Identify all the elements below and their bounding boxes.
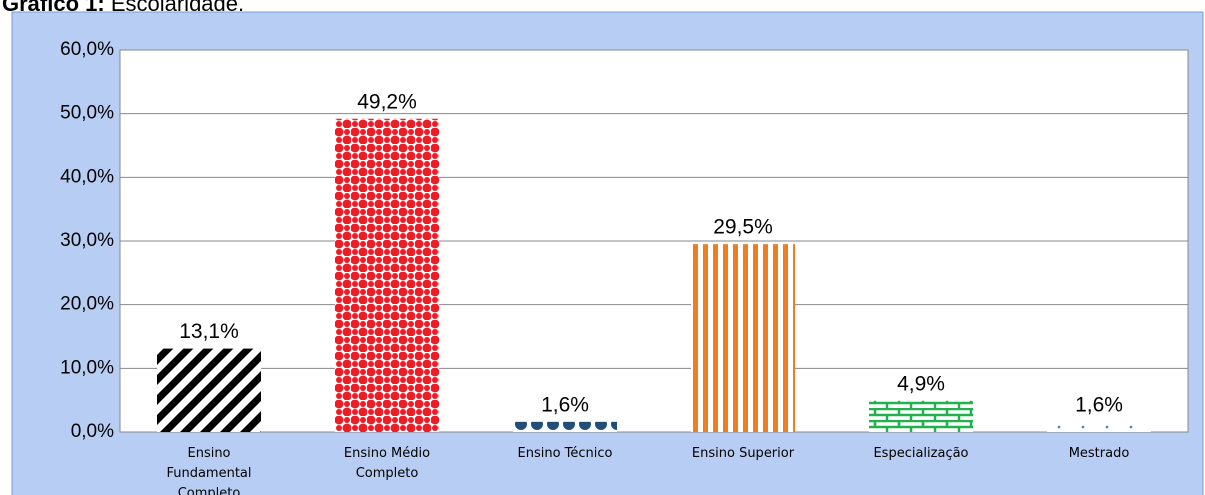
x-tick-label: Especialização <box>873 446 969 461</box>
bar <box>691 244 795 432</box>
data-label: 1,6% <box>541 393 589 416</box>
bar <box>157 348 261 432</box>
bar <box>869 400 973 432</box>
title-text: Escolaridade. <box>110 0 245 16</box>
bar <box>513 421 617 432</box>
data-label: 49,2% <box>357 90 417 113</box>
chart-title: Gráfico 1: Escolaridade. <box>2 0 244 17</box>
y-tick-label: 20,0% <box>60 294 114 315</box>
x-tick-label: Ensino Superior <box>691 446 795 461</box>
x-tick-label: Ensino Médio Completo <box>343 446 431 481</box>
y-tick-label: 0,0% <box>71 421 114 442</box>
y-tick-label: 30,0% <box>60 230 114 251</box>
bar <box>1047 421 1151 432</box>
data-label: 4,9% <box>897 372 945 395</box>
y-tick-label: 10,0% <box>60 357 114 378</box>
title-label: Gráfico 1: <box>2 0 105 16</box>
x-tick-label: Ensino Técnico <box>517 446 613 461</box>
data-label: 1,6% <box>1075 393 1123 416</box>
y-tick-label: 40,0% <box>60 166 114 187</box>
data-label: 29,5% <box>713 216 773 239</box>
y-tick-label: 50,0% <box>60 103 114 124</box>
bar <box>335 118 439 432</box>
x-tick-label: Ensino Fundamental Completo <box>166 446 252 495</box>
x-tick-label: Mestrado <box>1068 446 1130 461</box>
y-tick-label: 60,0% <box>60 39 114 60</box>
data-label: 13,1% <box>179 320 239 343</box>
